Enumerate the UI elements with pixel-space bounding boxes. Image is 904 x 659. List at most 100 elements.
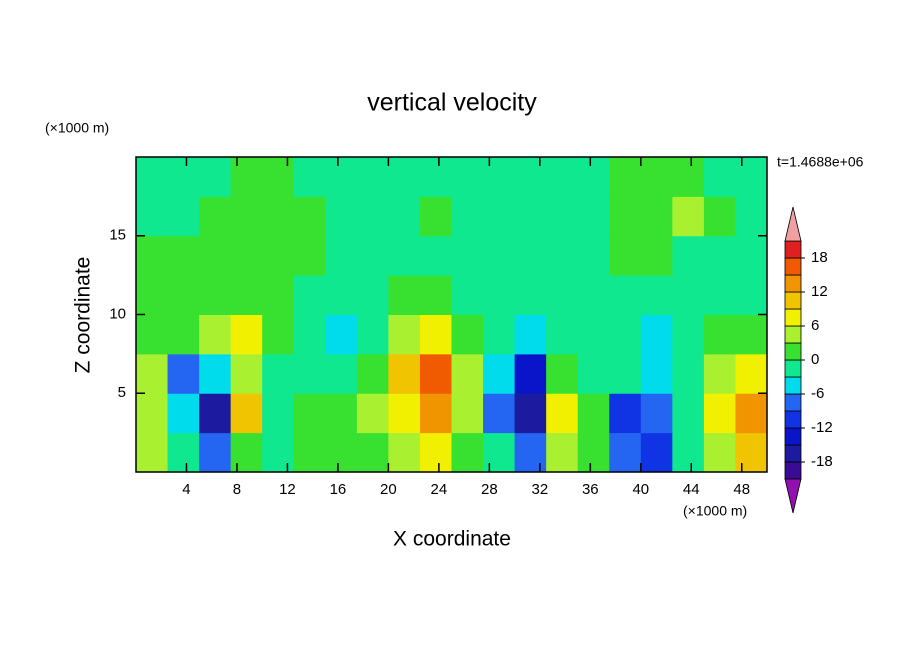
field-cell	[451, 314, 484, 355]
time-label: t=1.4688e+06	[777, 154, 864, 170]
y-axis-label: Z coordinate	[72, 257, 95, 374]
field-cell	[167, 432, 200, 472]
field-cell	[262, 196, 295, 237]
field-cell	[640, 235, 673, 276]
x-tick-label: 24	[431, 481, 448, 498]
field-cell	[325, 393, 358, 434]
field-cell	[293, 196, 326, 237]
x-tick-label: 16	[330, 481, 347, 498]
field-cell	[356, 196, 389, 237]
field-cell	[325, 275, 358, 315]
field-cell	[325, 196, 358, 237]
field-cell	[230, 393, 263, 434]
colorbar-tick-label: 6	[811, 317, 819, 334]
field-cell	[199, 393, 232, 434]
field-cell	[262, 235, 295, 276]
colorbar-swatch	[784, 274, 802, 293]
field-cell	[262, 353, 295, 394]
field-cell	[483, 432, 516, 472]
field-cell	[262, 157, 295, 197]
field-cell	[262, 393, 295, 434]
field-cell	[167, 353, 200, 394]
field-cell	[356, 432, 389, 472]
field-cell	[230, 157, 263, 197]
x-tick-label: 28	[481, 481, 498, 498]
field-cell	[735, 353, 767, 394]
field-cell	[514, 393, 547, 434]
field-cell	[514, 353, 547, 394]
field-cell	[672, 157, 705, 197]
field-cell	[483, 353, 516, 394]
x-tick-label: 12	[279, 481, 296, 498]
colorbar-swatch	[784, 257, 802, 276]
field-cell	[735, 157, 767, 197]
field-cell	[388, 196, 421, 237]
y-tick-label: 5	[118, 384, 126, 401]
field-cell	[419, 275, 452, 315]
field-cell	[546, 432, 579, 472]
field-cell	[388, 157, 421, 197]
field-cell	[199, 196, 232, 237]
field-cell	[672, 432, 705, 472]
colorbar-swatch	[784, 291, 802, 310]
field-cell	[451, 353, 484, 394]
colorbar-swatch	[784, 342, 802, 361]
field-cell	[419, 157, 452, 197]
field-cell	[483, 393, 516, 434]
x-unit: (×1000 m)	[683, 503, 747, 519]
field-cell	[356, 314, 389, 355]
field-cell	[609, 314, 642, 355]
field-cell	[419, 393, 452, 434]
colorbar-tick-label: 12	[811, 283, 828, 300]
field-cell	[451, 196, 484, 237]
field-cell	[483, 275, 516, 315]
field-cell	[451, 432, 484, 472]
field-cell	[419, 314, 452, 355]
field-cell	[546, 353, 579, 394]
field-cell	[577, 275, 610, 315]
field-cell	[262, 432, 295, 472]
field-cell	[136, 393, 169, 434]
field-cell	[609, 353, 642, 394]
colorbar-swatch	[784, 308, 802, 327]
field-cell	[483, 235, 516, 276]
field-cell	[388, 393, 421, 434]
field-cell	[735, 275, 767, 315]
field-cell	[136, 314, 169, 355]
field-cell	[451, 157, 484, 197]
colorbar-swatch	[784, 359, 802, 378]
field-cell	[735, 235, 767, 276]
field-cell	[388, 275, 421, 315]
field-cell	[451, 275, 484, 315]
field-cell	[356, 157, 389, 197]
field-cell	[609, 196, 642, 237]
field-cell	[293, 157, 326, 197]
y-tick-label: 15	[109, 227, 126, 244]
field-cell	[293, 393, 326, 434]
field-cell	[199, 157, 232, 197]
chart-title: vertical velocity	[367, 89, 537, 117]
field-cell	[703, 432, 736, 472]
field-cell	[199, 432, 232, 472]
field-cell	[735, 196, 767, 237]
field-cell	[609, 432, 642, 472]
field-cell	[136, 432, 169, 472]
field-cell	[514, 235, 547, 276]
field-cell	[483, 314, 516, 355]
colorbar-tick-label: 18	[811, 249, 828, 266]
colorbar-swatch	[784, 410, 802, 429]
x-tick-label: 44	[683, 481, 700, 498]
field-cell	[325, 157, 358, 197]
field-cell	[703, 275, 736, 315]
field-cell	[577, 393, 610, 434]
field-cell	[136, 196, 169, 237]
colorbar-swatch	[784, 325, 802, 344]
field-cell	[325, 432, 358, 472]
colorbar-swatch	[784, 393, 802, 412]
field-cell	[609, 157, 642, 197]
field-cell	[514, 196, 547, 237]
colorbar-tick-label: -6	[811, 385, 824, 402]
colorbar-swatch	[784, 444, 802, 463]
